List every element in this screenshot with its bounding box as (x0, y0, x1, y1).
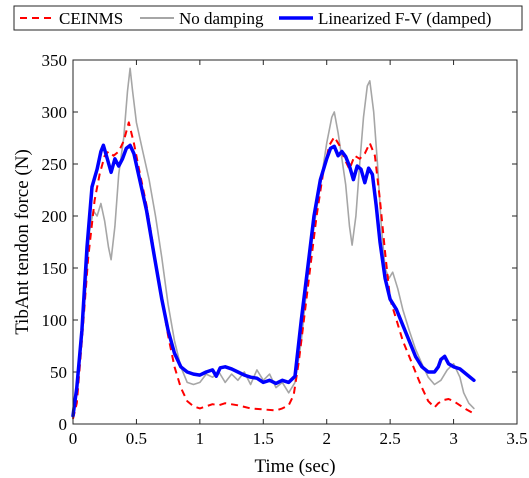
plot-frame (72, 59, 518, 425)
series-line-linearized-f-v-damped (71, 143, 476, 418)
x-tick-label: 2.5 (380, 429, 401, 448)
x-tick-label: 1.5 (253, 429, 274, 448)
legend-label-ceinms: CEINMS (59, 9, 123, 28)
y-tick-label: 250 (42, 155, 68, 174)
x-tick-label: 2 (322, 429, 331, 448)
series-line-no-damping (72, 67, 475, 420)
y-axis-title: TibAnt tendon force (N) (12, 149, 33, 335)
y-tick-label: 100 (42, 311, 68, 330)
legend: CEINMS No damping Linearized F-V (damped… (13, 5, 523, 31)
series-line-ceinms (72, 121, 475, 420)
x-axis-title: Time (sec) (254, 456, 335, 477)
legend-label-linearized: Linearized F-V (damped) (318, 9, 491, 28)
series-layer (71, 67, 476, 420)
x-tick-label: 3.5 (506, 429, 527, 448)
x-tick-label: 1 (196, 429, 205, 448)
y-tick-label: 150 (42, 259, 68, 278)
y-tick-label: 350 (42, 51, 68, 70)
y-tick-label: 0 (59, 415, 68, 434)
y-tick-label: 50 (50, 363, 67, 382)
ticks-layer: 0 0.5 1 1.5 2 2.5 3 3.5 0 50 100 150 200 250 300 350 (42, 51, 528, 448)
legend-box (13, 5, 523, 31)
x-tick-label: 0 (69, 429, 78, 448)
y-tick-label: 200 (42, 207, 68, 226)
x-tick-label: 3 (449, 429, 458, 448)
y-tick-label: 300 (42, 103, 68, 122)
x-tick-label: 0.5 (126, 429, 147, 448)
legend-label-no-damping: No damping (179, 9, 264, 28)
